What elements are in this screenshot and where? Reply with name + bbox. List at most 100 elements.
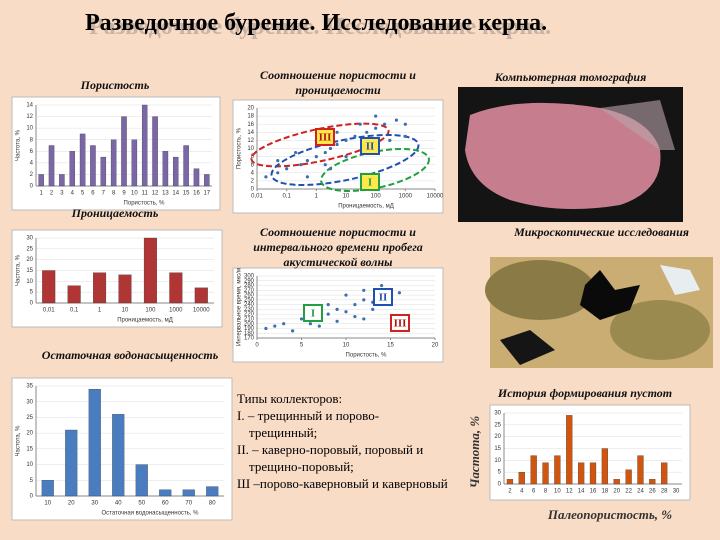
x-tick-label: 26	[649, 489, 656, 495]
point	[314, 155, 318, 159]
y-tick-label: 210	[244, 317, 255, 323]
x-tick-label: 14	[172, 191, 179, 197]
point	[344, 138, 348, 142]
annotation: II	[379, 292, 388, 304]
point	[371, 307, 375, 311]
slide-title: Разведочное бурение. Исследование керна.	[85, 10, 548, 36]
point	[353, 314, 357, 319]
point	[276, 171, 280, 175]
bar	[649, 479, 656, 485]
y-tick-label: 290	[244, 278, 255, 284]
y-tick-label: 240	[244, 302, 255, 308]
x-tick-label: 1000	[169, 308, 183, 314]
bar	[159, 489, 172, 497]
x-tick-label: 80	[209, 501, 216, 507]
x-tick-label: 8	[544, 489, 548, 495]
y-tick-label: 5	[30, 478, 34, 484]
x-axis-label: Палеопористость, %	[547, 507, 672, 522]
y-tick-label: 0	[251, 187, 255, 193]
y-tick-label: 270	[244, 288, 255, 294]
point	[380, 283, 384, 288]
point	[276, 159, 280, 163]
bar	[65, 429, 78, 497]
bar	[118, 274, 132, 304]
x-tick-label: 5	[81, 191, 85, 197]
x-tick-label: 70	[185, 501, 192, 507]
x-axis-label: Остаточная водонасыщенность, %	[102, 511, 200, 517]
x-tick-label: 2	[50, 191, 54, 197]
x-tick-label: 10	[122, 308, 129, 314]
x-tick-label: 12	[152, 191, 159, 197]
point	[344, 310, 348, 314]
bar	[518, 472, 525, 485]
point	[264, 175, 268, 179]
x-tick-label: 5	[300, 343, 304, 349]
point	[308, 322, 312, 326]
point	[335, 130, 339, 134]
image-caption: Микроскопические исследования	[514, 225, 689, 239]
x-tick-label: 8	[112, 191, 116, 197]
bar	[613, 479, 620, 485]
point	[323, 150, 327, 155]
y-tick-label: 180	[244, 331, 255, 337]
x-tick-label: 1000	[399, 194, 413, 200]
y-tick-label: 16	[247, 122, 254, 128]
bar	[661, 462, 668, 485]
y-tick-label: 0	[498, 482, 502, 488]
point	[282, 322, 286, 326]
x-tick-label: 17	[203, 191, 210, 197]
chart-title: Соотношение пористости и интервального в…	[253, 225, 423, 269]
x-tick-label: 100	[371, 194, 382, 200]
bar	[566, 415, 573, 485]
x-tick-label: 4	[520, 489, 524, 495]
point	[374, 114, 378, 118]
bar	[578, 462, 585, 485]
x-axis-label: Проницаемость, мД	[338, 204, 394, 210]
y-tick-label: 10	[26, 462, 33, 468]
y-tick-label: 4	[30, 160, 34, 166]
x-tick-label: 16	[590, 489, 597, 495]
bar	[506, 479, 514, 485]
x-tick-label: 16	[193, 191, 200, 197]
annotation-box	[360, 173, 380, 191]
y-tick-label: 20	[26, 257, 33, 263]
y-tick-label: 0	[30, 184, 34, 190]
bar	[182, 489, 195, 497]
y-tick-label: 14	[247, 130, 254, 136]
point	[299, 163, 303, 167]
point	[365, 130, 369, 134]
y-tick-label: 15	[26, 268, 33, 274]
annotation: II	[366, 141, 375, 153]
region-outline	[250, 122, 390, 168]
x-tick-label: 30	[91, 501, 98, 507]
point	[353, 303, 357, 307]
y-tick-label: 20	[247, 106, 254, 112]
chart-title: История формирования пустот	[497, 386, 673, 400]
annotation-box	[373, 288, 393, 306]
x-tick-label: 10000	[427, 194, 444, 200]
bar	[100, 156, 107, 187]
x-tick-label: 1	[40, 191, 44, 197]
y-tick-label: 8	[251, 154, 255, 160]
x-tick-label: 30	[673, 489, 680, 495]
bar	[90, 145, 96, 187]
bar	[162, 151, 169, 187]
x-tick-label: 15	[183, 191, 190, 197]
x-tick-label: 0,1	[282, 194, 291, 200]
bar	[141, 104, 148, 187]
bar	[38, 174, 44, 187]
y-tick-label: 4	[251, 170, 255, 176]
y-tick-label: 190	[244, 326, 255, 332]
point	[397, 291, 401, 295]
y-tick-label: 25	[26, 246, 33, 252]
annotation-box	[390, 314, 410, 332]
point	[353, 134, 357, 138]
x-axis-label: Пористость, %	[346, 353, 388, 359]
region-outline	[270, 133, 420, 187]
x-tick-label: 13	[162, 191, 169, 197]
annotation-box	[303, 304, 323, 322]
y-tick-label: 30	[26, 236, 33, 242]
y-tick-label: 2	[251, 178, 255, 184]
y-tick-label: 10	[26, 279, 33, 285]
chart-title: Соотношение пористости и проницаемости	[260, 68, 416, 97]
